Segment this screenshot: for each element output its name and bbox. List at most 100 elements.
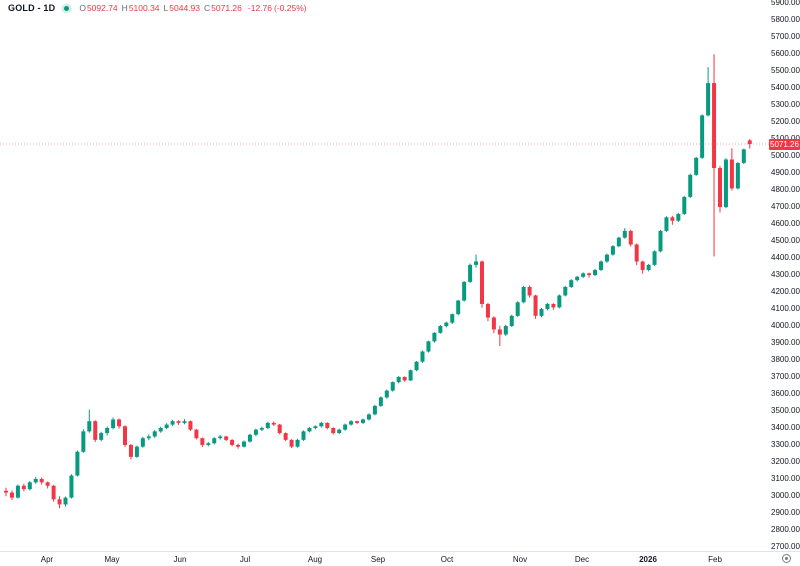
candle	[628, 229, 633, 247]
price-tick-label: 3000.00	[771, 490, 800, 500]
candle-body	[533, 295, 538, 316]
candle-body	[450, 314, 455, 323]
candle	[497, 325, 502, 347]
candle-body	[652, 251, 657, 265]
candle-body	[462, 281, 467, 301]
candle-body	[259, 427, 264, 430]
candle-body	[361, 419, 365, 423]
candle	[509, 314, 514, 328]
candle	[307, 426, 312, 433]
low-label: L	[163, 3, 169, 13]
candle-body	[51, 485, 56, 500]
candle-body	[21, 485, 26, 490]
candle-body	[337, 429, 342, 434]
candle	[63, 496, 68, 507]
candle-body	[158, 427, 163, 432]
time-tick-label: Jun	[173, 555, 187, 564]
candle-body	[527, 286, 532, 296]
candle-body	[384, 390, 389, 398]
candle-body	[218, 436, 223, 439]
change-value: -12.76	[247, 3, 272, 13]
candle-body	[93, 421, 98, 440]
candle	[682, 195, 687, 215]
candle-body	[485, 303, 490, 318]
candle	[503, 324, 508, 336]
price-tick-label: 5900.00	[771, 0, 800, 8]
candle-body	[331, 427, 336, 434]
price-tick-label: 2800.00	[771, 524, 800, 534]
candle	[706, 67, 711, 117]
candle	[599, 260, 603, 271]
candle-body	[408, 370, 413, 381]
candle	[420, 350, 425, 363]
candle-body	[599, 261, 603, 270]
candle	[610, 245, 615, 256]
symbol-title[interactable]: GOLD - 1D	[8, 3, 56, 13]
axis-settings-icon[interactable]	[782, 554, 791, 563]
candle-body	[170, 421, 175, 425]
price-tick-label: 3800.00	[771, 355, 800, 365]
candle	[432, 332, 437, 343]
candle-body	[694, 157, 699, 175]
candle	[604, 253, 609, 263]
candle	[188, 420, 193, 432]
candle-body	[366, 414, 371, 420]
candle-body	[438, 326, 443, 333]
candle-body	[27, 482, 32, 490]
candle-body	[343, 424, 348, 430]
time-axis[interactable]: Apr May Jun Jul Aug Sep Oct Nov Dec 2026 Feb	[0, 551, 800, 566]
candle	[652, 250, 657, 266]
candle-body	[640, 261, 645, 270]
candle-body	[271, 422, 276, 425]
candle	[557, 294, 562, 309]
candle	[712, 54, 717, 257]
candle	[236, 443, 241, 449]
candle-body	[610, 246, 615, 255]
candle-body	[152, 431, 157, 437]
candle	[75, 450, 80, 477]
candle	[325, 422, 330, 430]
candle	[456, 299, 461, 316]
candle	[402, 376, 407, 382]
candle-body	[628, 230, 633, 245]
candle-body	[105, 427, 110, 434]
candle	[480, 260, 484, 308]
time-tick-label: Dec	[574, 555, 590, 564]
candle-body	[420, 351, 425, 362]
candle-body	[57, 499, 62, 505]
candle-body	[4, 490, 8, 493]
time-tick-label: Jul	[239, 555, 251, 564]
candle	[140, 436, 145, 448]
candle-body	[569, 280, 574, 287]
candle-body	[289, 439, 294, 447]
candle-body	[69, 475, 74, 498]
price-tick-label: 3700.00	[771, 372, 800, 381]
candle-body	[747, 140, 752, 145]
open-value: 5092.74	[86, 3, 118, 13]
candle-body	[539, 309, 544, 316]
candle	[426, 340, 431, 353]
candle	[128, 443, 133, 460]
candle	[450, 313, 455, 324]
candle-body	[723, 159, 728, 208]
candle-body	[164, 424, 169, 428]
market-status-icon[interactable]	[64, 5, 70, 11]
price-axis[interactable]: 5900.00 5800.00 5700.00 5600.00 5500.00 5400.…	[768, 0, 800, 551]
price-tick-label: 4500.00	[771, 236, 800, 246]
candle-body	[545, 303, 550, 310]
close-value: 5071.26	[211, 3, 242, 13]
candle	[533, 294, 538, 319]
price-tick-label: 4100.00	[771, 304, 800, 314]
candle-body	[283, 433, 288, 440]
candle	[372, 404, 377, 416]
candle	[301, 430, 306, 441]
candle-body	[194, 429, 199, 439]
candle-body	[349, 421, 354, 425]
price-tick-label: 5500.00	[771, 66, 800, 76]
time-tick-label: Aug	[307, 555, 323, 564]
candle	[646, 263, 651, 272]
candle-body	[426, 341, 431, 352]
candle-body	[325, 422, 330, 428]
